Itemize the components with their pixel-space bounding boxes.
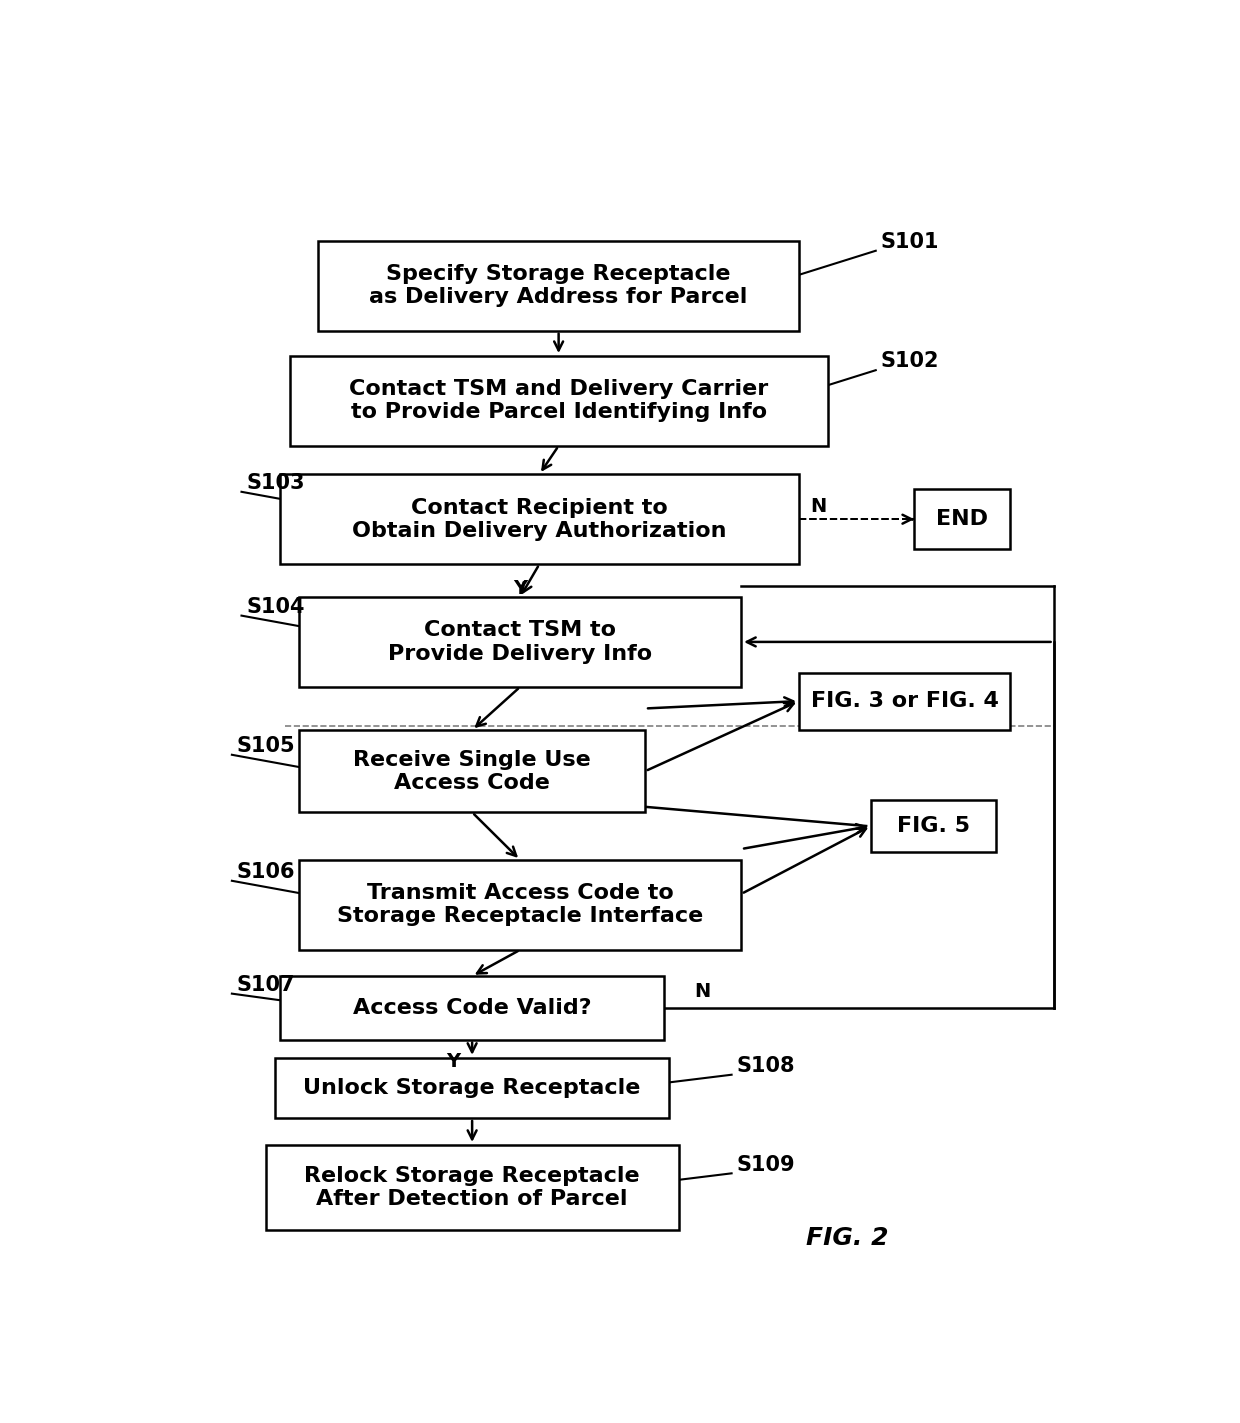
Text: FIG. 2: FIG. 2 — [806, 1227, 888, 1249]
Bar — [280, 474, 799, 564]
Text: S108: S108 — [737, 1056, 795, 1076]
Bar — [299, 598, 742, 687]
Bar — [299, 859, 742, 949]
Text: S109: S109 — [737, 1154, 795, 1174]
Bar — [280, 976, 665, 1040]
Text: Access Code Valid?: Access Code Valid? — [353, 998, 591, 1017]
Text: S102: S102 — [880, 351, 939, 371]
Text: Unlock Storage Receptacle: Unlock Storage Receptacle — [304, 1077, 641, 1099]
Text: S107: S107 — [237, 975, 295, 995]
Text: Specify Storage Receptacle
as Delivery Address for Parcel: Specify Storage Receptacle as Delivery A… — [370, 265, 748, 307]
Bar — [870, 800, 996, 852]
Text: Y: Y — [446, 1052, 460, 1072]
Bar — [914, 490, 1011, 549]
Text: END: END — [936, 509, 988, 529]
Text: Contact TSM to
Provide Delivery Info: Contact TSM to Provide Delivery Info — [388, 620, 652, 663]
Bar — [289, 356, 828, 445]
Text: Receive Single Use
Access Code: Receive Single Use Access Code — [353, 750, 591, 793]
Text: S106: S106 — [237, 862, 295, 882]
Text: S104: S104 — [247, 596, 305, 616]
Text: FIG. 3 or FIG. 4: FIG. 3 or FIG. 4 — [811, 692, 998, 712]
Text: Contact TSM and Delivery Carrier
to Provide Parcel Identifying Info: Contact TSM and Delivery Carrier to Prov… — [348, 380, 769, 423]
Text: Relock Storage Receptacle
After Detection of Parcel: Relock Storage Receptacle After Detectio… — [304, 1165, 640, 1210]
Bar — [799, 673, 1011, 730]
Text: Contact Recipient to
Obtain Delivery Authorization: Contact Recipient to Obtain Delivery Aut… — [352, 498, 727, 541]
Text: N: N — [810, 497, 826, 515]
Text: Y: Y — [513, 579, 527, 598]
Bar — [319, 240, 799, 330]
Text: S101: S101 — [880, 232, 939, 252]
Bar — [265, 1146, 678, 1231]
Text: FIG. 5: FIG. 5 — [897, 815, 970, 835]
Bar — [275, 1057, 670, 1118]
Text: N: N — [694, 982, 711, 1000]
Text: Transmit Access Code to
Storage Receptacle Interface: Transmit Access Code to Storage Receptac… — [337, 884, 703, 926]
Bar — [299, 730, 645, 813]
Text: S105: S105 — [237, 736, 295, 756]
Text: S103: S103 — [247, 472, 305, 492]
